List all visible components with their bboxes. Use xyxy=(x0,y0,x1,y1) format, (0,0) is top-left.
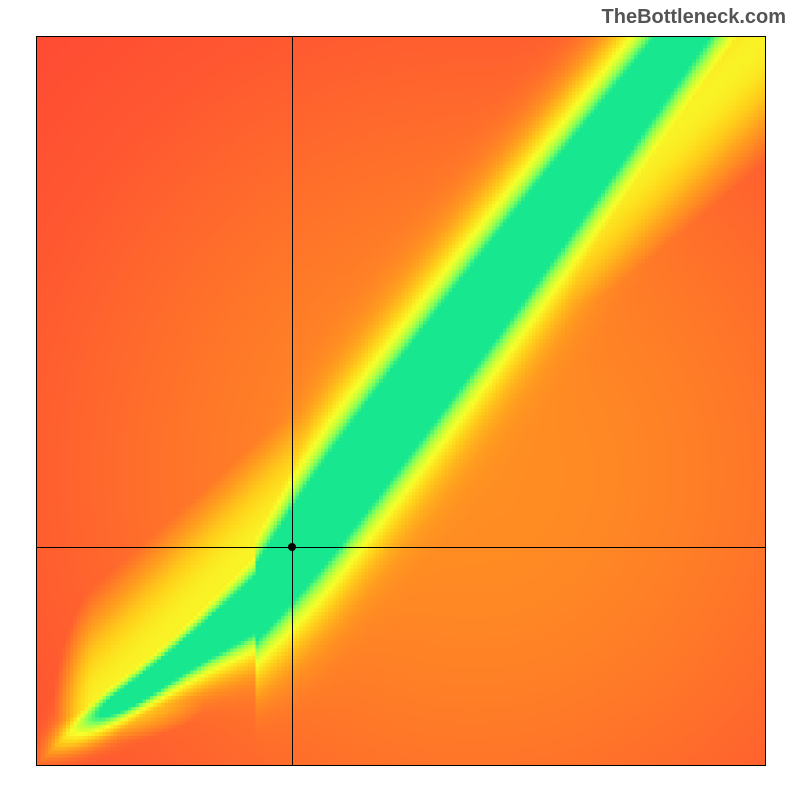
plot-frame xyxy=(36,36,766,766)
heatmap-canvas xyxy=(37,37,765,765)
chart-container: TheBottleneck.com xyxy=(0,0,800,800)
attribution-text: TheBottleneck.com xyxy=(602,6,786,29)
